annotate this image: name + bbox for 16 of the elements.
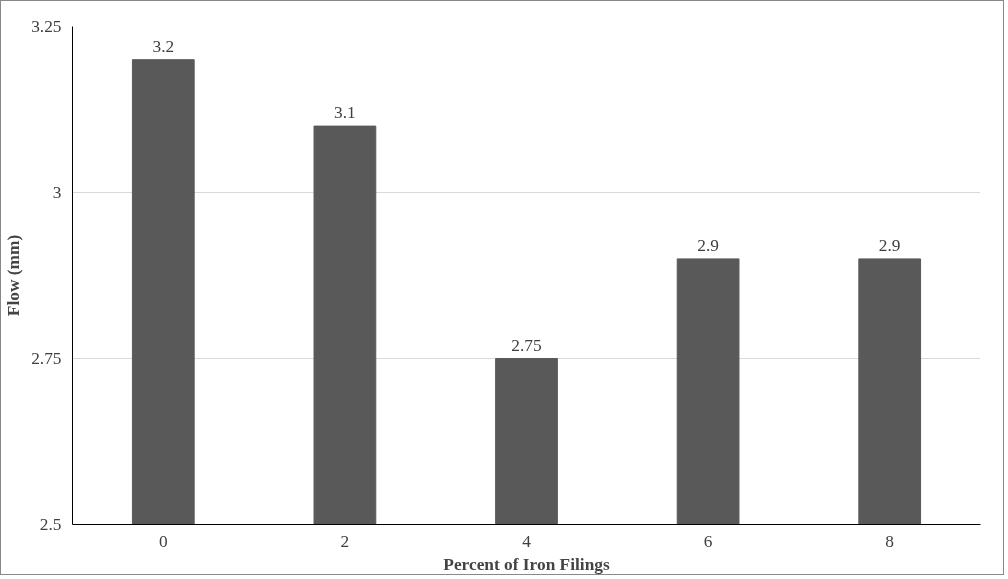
data-label: 3.2 bbox=[152, 36, 175, 56]
data-label: 2.9 bbox=[697, 235, 719, 255]
y-tick-label: 3 bbox=[52, 183, 62, 202]
x-axis-title: Percent of Iron Filings bbox=[443, 554, 610, 574]
x-tick-label: 8 bbox=[885, 531, 895, 551]
x-tick-label: 4 bbox=[522, 531, 532, 551]
y-tick-label: 2.75 bbox=[31, 349, 62, 368]
y-tick-label: 2.5 bbox=[39, 515, 62, 534]
data-label: 3.1 bbox=[334, 103, 356, 123]
x-tick-label: 0 bbox=[158, 531, 168, 551]
data-label: 2.9 bbox=[878, 235, 901, 255]
x-tick-label: 2 bbox=[340, 531, 350, 551]
data-label: 2.75 bbox=[511, 335, 542, 355]
y-tick-label: 3.25 bbox=[31, 17, 62, 36]
x-tick-label: 6 bbox=[703, 531, 713, 551]
y-axis-title: Flow (mm) bbox=[4, 234, 24, 317]
